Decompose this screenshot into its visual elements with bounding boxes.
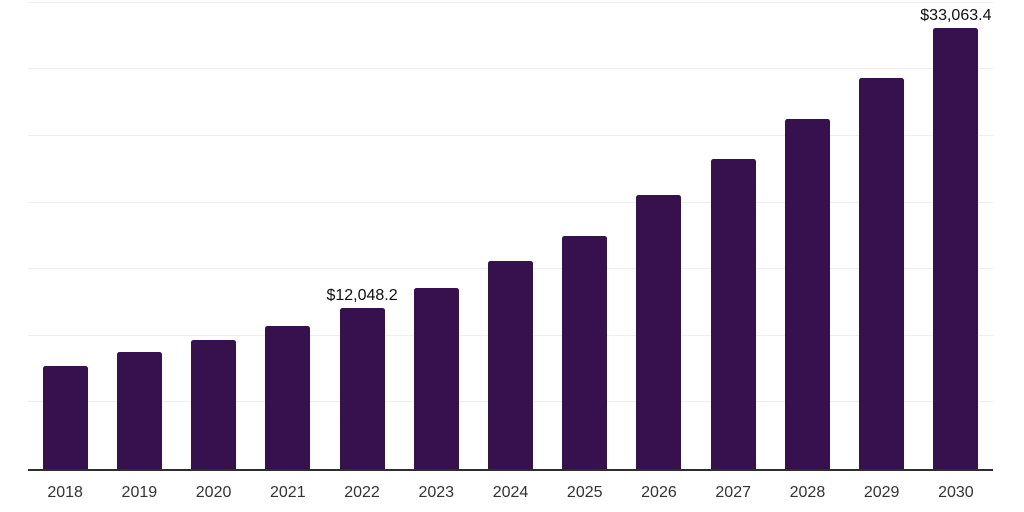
- bar-2028[interactable]: [784, 118, 830, 469]
- x-tick-2019: 2019: [121, 484, 158, 501]
- bar-2027[interactable]: [710, 158, 756, 469]
- plot-area: $12,048.2 $33,063.4: [28, 0, 993, 471]
- bar-2020[interactable]: [191, 339, 237, 469]
- x-tick-2026: 2026: [641, 484, 677, 501]
- x-tick-2028: 2028: [789, 484, 826, 501]
- bar-2019[interactable]: [116, 351, 162, 469]
- gridline-25000: [28, 134, 993, 136]
- x-tick-2029: 2029: [863, 484, 900, 501]
- x-tick-2023: 2023: [418, 484, 455, 501]
- bar-value-label-2030: $33,063.4: [920, 7, 992, 25]
- bar-2025[interactable]: [562, 235, 608, 469]
- bar-2026[interactable]: [636, 194, 682, 469]
- bar-2030[interactable]: [933, 28, 979, 469]
- gridline-30000: [28, 68, 993, 70]
- bar-2024[interactable]: [488, 261, 533, 469]
- x-tick-2024: 2024: [492, 484, 529, 501]
- bar-value-label-2022: $12,048.2: [326, 287, 398, 305]
- x-tick-2025: 2025: [566, 484, 603, 501]
- bar-2018[interactable]: [42, 366, 88, 469]
- bar-2022[interactable]: [339, 308, 385, 469]
- bar-2021[interactable]: [265, 326, 311, 469]
- x-tick-2018: 2018: [47, 484, 83, 501]
- x-tick-2027: 2027: [715, 484, 751, 501]
- x-tick-2021: 2021: [270, 484, 306, 501]
- gridline-35000: [28, 1, 993, 3]
- bar-2029[interactable]: [859, 77, 905, 469]
- x-tick-2020: 2020: [195, 484, 232, 501]
- gridline-20000: [28, 201, 993, 203]
- x-tick-2030: 2030: [938, 484, 974, 501]
- x-axis-tick-labels: 2018 2019 2020 2021 2022 2023 2024 2025 2026 2027…: [28, 483, 993, 507]
- x-tick-2022: 2022: [344, 484, 380, 501]
- bar-2023[interactable]: [413, 287, 459, 469]
- x-axis-line: [28, 469, 993, 471]
